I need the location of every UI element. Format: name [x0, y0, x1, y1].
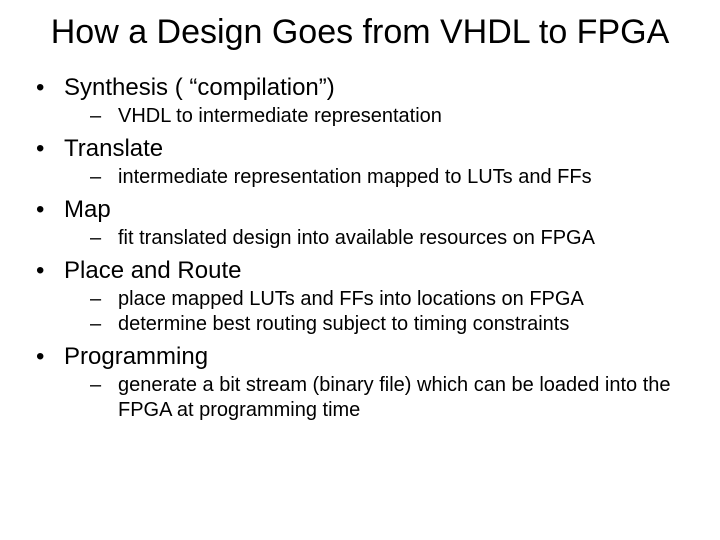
bullet-icon: •: [30, 196, 64, 224]
bullet-label: Programming: [64, 343, 208, 371]
sub-item: – generate a bit stream (binary file) wh…: [90, 373, 690, 423]
bullet-row: • Translate: [30, 135, 690, 163]
sub-label: generate a bit stream (binary file) whic…: [118, 373, 690, 423]
dash-icon: –: [90, 287, 118, 312]
bullet-icon: •: [30, 343, 64, 371]
bullet-label: Translate: [64, 135, 163, 163]
bullet-label: Place and Route: [64, 257, 241, 285]
list-item: • Place and Route – place mapped LUTs an…: [30, 257, 690, 337]
sub-item: – fit translated design into available r…: [90, 226, 690, 251]
bullet-label: Map: [64, 196, 111, 224]
slide: How a Design Goes from VHDL to FPGA • Sy…: [0, 0, 720, 540]
list-item: • Map – fit translated design into avail…: [30, 196, 690, 251]
dash-icon: –: [90, 165, 118, 190]
sub-item: – place mapped LUTs and FFs into locatio…: [90, 287, 690, 312]
sub-label: intermediate representation mapped to LU…: [118, 165, 592, 190]
dash-icon: –: [90, 226, 118, 251]
bullet-icon: •: [30, 257, 64, 285]
bullet-row: • Programming: [30, 343, 690, 371]
sub-item: – VHDL to intermediate representation: [90, 104, 690, 129]
sub-label: place mapped LUTs and FFs into locations…: [118, 287, 584, 312]
sub-list: – generate a bit stream (binary file) wh…: [30, 373, 690, 423]
sub-label: determine best routing subject to timing…: [118, 312, 569, 337]
sub-item: – determine best routing subject to timi…: [90, 312, 690, 337]
sub-list: – fit translated design into available r…: [30, 226, 690, 251]
bullet-row: • Map: [30, 196, 690, 224]
sub-list: – VHDL to intermediate representation: [30, 104, 690, 129]
sub-item: – intermediate representation mapped to …: [90, 165, 690, 190]
slide-title: How a Design Goes from VHDL to FPGA: [30, 12, 690, 52]
bullet-row: • Place and Route: [30, 257, 690, 285]
sub-list: – intermediate representation mapped to …: [30, 165, 690, 190]
bullet-label: Synthesis ( “compilation”): [64, 74, 335, 102]
sub-list: – place mapped LUTs and FFs into locatio…: [30, 287, 690, 337]
bullet-icon: •: [30, 74, 64, 102]
bullet-icon: •: [30, 135, 64, 163]
list-item: • Translate – intermediate representatio…: [30, 135, 690, 190]
bullet-list: • Synthesis ( “compilation”) – VHDL to i…: [30, 74, 690, 423]
sub-label: fit translated design into available res…: [118, 226, 595, 251]
sub-label: VHDL to intermediate representation: [118, 104, 442, 129]
bullet-row: • Synthesis ( “compilation”): [30, 74, 690, 102]
list-item: • Synthesis ( “compilation”) – VHDL to i…: [30, 74, 690, 129]
dash-icon: –: [90, 104, 118, 129]
dash-icon: –: [90, 373, 118, 398]
dash-icon: –: [90, 312, 118, 337]
list-item: • Programming – generate a bit stream (b…: [30, 343, 690, 423]
